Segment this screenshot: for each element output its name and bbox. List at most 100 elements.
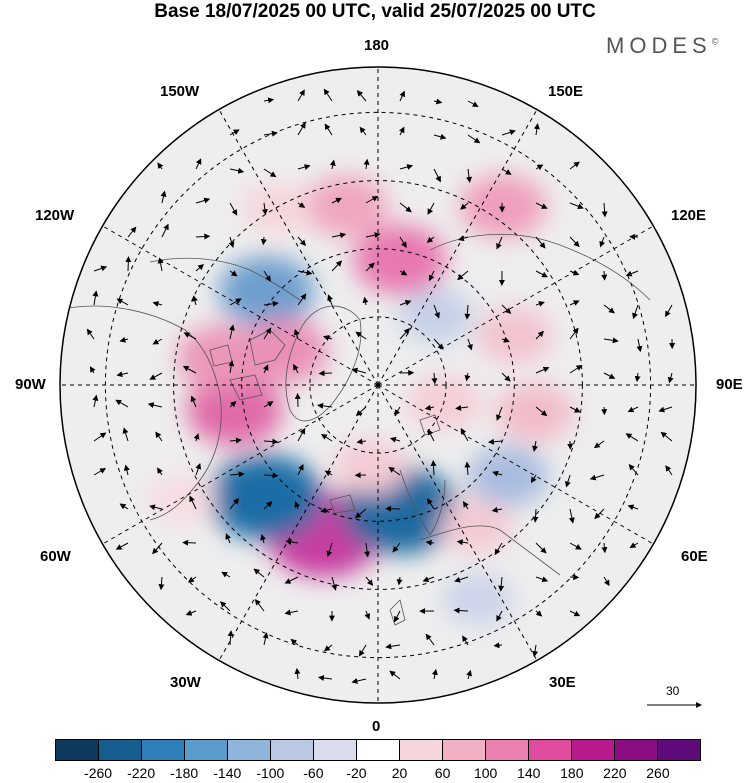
colorbar-cell bbox=[400, 740, 443, 760]
wind-vector bbox=[326, 542, 333, 558]
wind-vector bbox=[625, 433, 639, 442]
wind-vector bbox=[535, 236, 546, 249]
wind-vector bbox=[219, 601, 231, 612]
wind-vector bbox=[93, 468, 107, 476]
colorbar-cell bbox=[658, 740, 700, 760]
anomaly-cell bbox=[240, 182, 311, 234]
wind-vector bbox=[160, 190, 167, 204]
wind-vector bbox=[398, 126, 405, 136]
colorbar-tick-label: 220 bbox=[603, 765, 627, 781]
wind-vector bbox=[569, 542, 582, 550]
wind-vector bbox=[667, 372, 674, 384]
wind-vector bbox=[399, 236, 407, 249]
wind-vector bbox=[323, 88, 333, 102]
wind-vector bbox=[190, 395, 197, 408]
wind-vector bbox=[456, 539, 469, 546]
wind-vector bbox=[399, 90, 405, 102]
colorbar-cell bbox=[142, 740, 185, 760]
wind-vector bbox=[86, 328, 95, 340]
wind-vector bbox=[229, 270, 238, 277]
wind-vector bbox=[297, 464, 304, 476]
wind-vector bbox=[327, 294, 333, 306]
wind-vector bbox=[431, 668, 438, 680]
wind-vector bbox=[430, 460, 437, 476]
wind-vector bbox=[488, 438, 503, 445]
wind-vector bbox=[125, 256, 132, 272]
wind-vector bbox=[195, 233, 211, 240]
wind-vector bbox=[293, 328, 300, 340]
colorbar-tick-label: 140 bbox=[517, 765, 541, 781]
wind-vector bbox=[433, 98, 443, 105]
wind-vector bbox=[356, 90, 367, 102]
wind-vector bbox=[192, 295, 198, 306]
wind-vector bbox=[254, 599, 265, 612]
wind-vector bbox=[323, 644, 333, 652]
anomaly-cell bbox=[441, 572, 514, 626]
wind-vector bbox=[294, 501, 301, 510]
wind-vector bbox=[396, 576, 403, 586]
longitude-label-150w: 150W bbox=[160, 83, 200, 100]
wind-vector bbox=[569, 161, 580, 170]
wind-vector bbox=[297, 89, 305, 102]
wind-vector bbox=[660, 431, 673, 442]
wind-vector bbox=[535, 164, 544, 171]
wind-vector bbox=[195, 462, 202, 476]
wind-vector bbox=[297, 269, 313, 276]
wind-vector bbox=[228, 236, 235, 249]
latitude-circle bbox=[173, 180, 583, 590]
colorbar-tick-label: 260 bbox=[646, 765, 670, 781]
wind-vector bbox=[496, 236, 503, 250]
wind-vector bbox=[363, 158, 370, 170]
wind-vector bbox=[599, 236, 606, 248]
wind-vector bbox=[362, 296, 369, 306]
wind-vector bbox=[464, 372, 471, 382]
wind-vector bbox=[501, 304, 512, 314]
iceland-outline bbox=[329, 494, 356, 514]
wind-vector bbox=[399, 269, 408, 276]
anomaly-cell bbox=[439, 499, 515, 554]
wind-vector bbox=[388, 466, 401, 476]
wind-vector bbox=[399, 202, 412, 213]
wind-vector bbox=[389, 670, 401, 680]
wind-vector bbox=[297, 293, 307, 306]
wind-vector bbox=[263, 130, 278, 137]
longitude-label-180: 180 bbox=[364, 37, 390, 54]
wind-vector bbox=[324, 470, 333, 477]
wind-vector bbox=[535, 330, 544, 340]
wind-vector bbox=[399, 328, 410, 340]
wind-vector bbox=[263, 270, 271, 282]
wind-vector bbox=[569, 406, 581, 413]
wind-vector bbox=[253, 568, 265, 578]
longitude-label-30e: 30E bbox=[549, 674, 576, 691]
wind-vector bbox=[263, 327, 272, 340]
wind-vector bbox=[501, 129, 516, 136]
modes-logo-mark: © bbox=[711, 36, 719, 47]
colorbar-tick-label: -140 bbox=[213, 765, 242, 781]
wind-vector bbox=[454, 576, 469, 583]
wind-vector bbox=[389, 436, 401, 443]
wind-vector bbox=[593, 440, 605, 449]
wind-vector bbox=[601, 406, 608, 416]
anomaly-cell bbox=[208, 454, 324, 541]
wind-vector bbox=[665, 465, 673, 476]
wind-vector bbox=[294, 667, 301, 680]
wind-vector bbox=[193, 433, 200, 442]
wind-vector bbox=[494, 542, 503, 556]
wind-vectors bbox=[86, 88, 676, 684]
wind-vector bbox=[601, 270, 608, 281]
colorbar-tick-label: 100 bbox=[473, 765, 498, 781]
wind-vector bbox=[359, 126, 367, 136]
wind-vector bbox=[601, 542, 608, 554]
wind-vector bbox=[297, 427, 306, 442]
wind-vector bbox=[355, 331, 367, 340]
wind-vector bbox=[93, 265, 108, 272]
wind-vector bbox=[501, 336, 510, 343]
wind-vector bbox=[603, 304, 615, 314]
wind-vector bbox=[115, 399, 129, 408]
wind-vector bbox=[569, 327, 579, 340]
meridian-line bbox=[377, 384, 654, 545]
wind-vector bbox=[318, 675, 333, 681]
wind-vector bbox=[189, 495, 197, 510]
wind-vector bbox=[317, 402, 333, 409]
anomaly-cell bbox=[494, 383, 575, 442]
